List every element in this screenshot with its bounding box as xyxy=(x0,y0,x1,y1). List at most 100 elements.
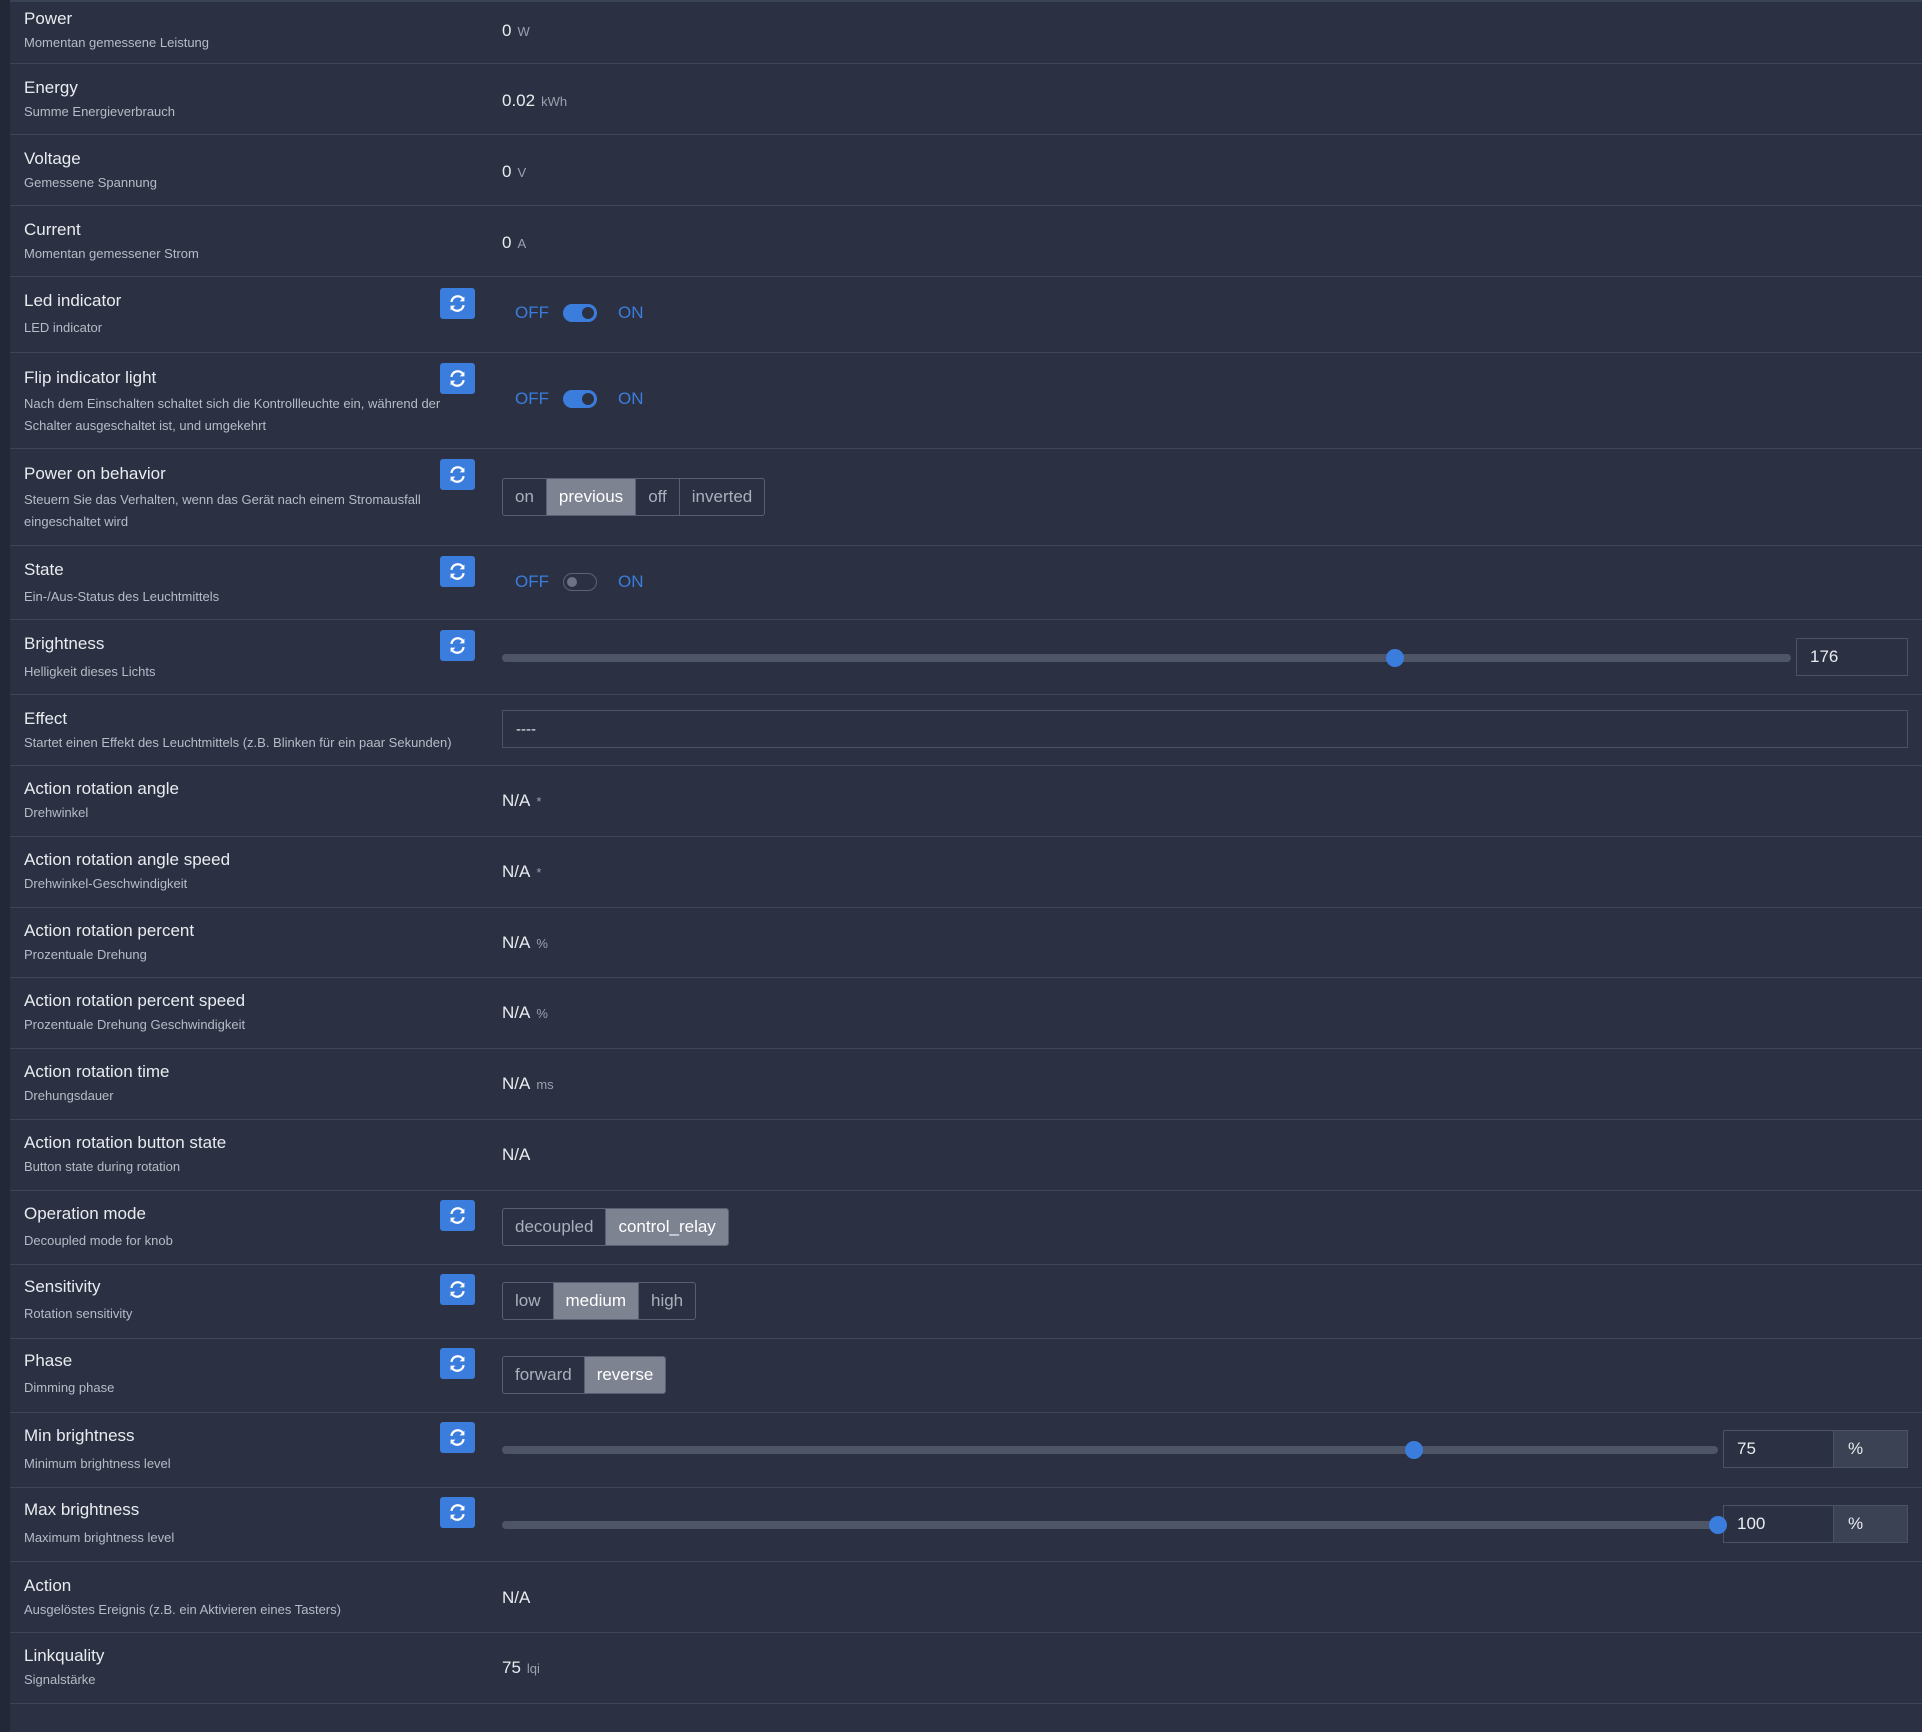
refresh-icon xyxy=(450,1281,465,1298)
refresh-icon xyxy=(450,370,465,387)
row-min-brightness: Min brightness Minimum brightness level … xyxy=(10,1413,1922,1488)
min-brightness-title: Min brightness xyxy=(24,1426,135,1445)
option-reverse-button[interactable]: reverse xyxy=(583,1357,666,1393)
min-brightness-desc: Minimum brightness level xyxy=(24,1456,171,1471)
row-power: Power Momentan gemessene Leistung 0 W xyxy=(10,2,1922,64)
option-decoupled-button[interactable]: decoupled xyxy=(515,1217,594,1236)
phase-button-group: forward reverse xyxy=(502,1356,667,1394)
brightness-refresh-button[interactable] xyxy=(440,630,475,661)
action-rotation-angle-title: Action rotation angle xyxy=(24,779,179,798)
refresh-icon xyxy=(450,1207,465,1224)
current-unit: A xyxy=(517,235,527,251)
action-rotation-button-state-value: N/A xyxy=(502,1145,531,1164)
row-action-rotation-percent-speed: Action rotation percent speed Prozentual… xyxy=(10,978,1922,1049)
refresh-icon xyxy=(450,637,465,654)
power-value: 0 xyxy=(502,21,512,40)
led-indicator-toggle[interactable]: OFF ON xyxy=(515,303,644,323)
option-previous-button[interactable]: previous xyxy=(545,479,636,515)
option-forward-button[interactable]: forward xyxy=(515,1365,572,1384)
flip-indicator-refresh-button[interactable] xyxy=(440,363,475,394)
power-on-behavior-refresh-button[interactable] xyxy=(440,459,475,490)
operation-mode-refresh-button[interactable] xyxy=(440,1200,475,1231)
row-led-indicator: Led indicator LED indicator OFF ON xyxy=(10,277,1922,353)
toggle-switch[interactable] xyxy=(563,573,597,591)
toggle-off-label[interactable]: OFF xyxy=(515,572,549,591)
effect-select[interactable]: ---- xyxy=(502,710,1908,748)
min-brightness-slider[interactable] xyxy=(502,1430,1718,1468)
state-refresh-button[interactable] xyxy=(440,556,475,587)
toggle-on-label[interactable]: ON xyxy=(618,303,644,322)
exposes-panel: Power Momentan gemessene Leistung 0 W En… xyxy=(10,0,1922,1732)
max-brightness-slider[interactable] xyxy=(502,1505,1727,1543)
slider-track[interactable] xyxy=(502,1446,1718,1454)
brightness-title: Brightness xyxy=(24,634,105,653)
min-brightness-number-input[interactable]: 75 xyxy=(1723,1430,1834,1468)
action-rotation-angle-speed-unit: * xyxy=(536,864,542,880)
power-desc: Momentan gemessene Leistung xyxy=(24,35,210,50)
row-action-rotation-angle-speed: Action rotation angle speed Drehwinkel-G… xyxy=(10,837,1922,908)
row-phase: Phase Dimming phase forward reverse xyxy=(10,1339,1922,1413)
max-brightness-refresh-button[interactable] xyxy=(440,1497,475,1528)
slider-thumb[interactable] xyxy=(1709,1516,1727,1534)
option-low-button[interactable]: low xyxy=(515,1291,541,1310)
action-rotation-time-desc: Drehungsdauer xyxy=(24,1088,114,1103)
option-on-button[interactable]: on xyxy=(515,487,534,506)
sensitivity-desc: Rotation sensitivity xyxy=(24,1306,133,1321)
slider-thumb[interactable] xyxy=(1405,1441,1423,1459)
brightness-slider[interactable] xyxy=(502,638,1791,676)
sensitivity-refresh-button[interactable] xyxy=(440,1274,475,1305)
led-indicator-desc: LED indicator xyxy=(24,320,103,335)
option-high-button[interactable]: high xyxy=(637,1283,695,1319)
sensitivity-title: Sensitivity xyxy=(24,1277,101,1296)
action-rotation-percent-value: N/A xyxy=(502,933,531,952)
state-title: State xyxy=(24,560,64,579)
action-rotation-time-value: N/A xyxy=(502,1074,531,1093)
row-action: Action Ausgelöstes Ereignis (z.B. ein Ak… xyxy=(10,1562,1922,1633)
operation-mode-title: Operation mode xyxy=(24,1204,146,1223)
option-inverted-button[interactable]: inverted xyxy=(678,479,764,515)
slider-thumb[interactable] xyxy=(1386,649,1405,667)
action-rotation-angle-value: N/A xyxy=(502,791,531,810)
max-brightness-number-input[interactable]: 100 xyxy=(1723,1505,1834,1543)
action-rotation-time-unit: ms xyxy=(536,1076,554,1092)
toggle-on-label[interactable]: ON xyxy=(618,389,644,408)
toggle-switch[interactable] xyxy=(563,390,597,408)
action-rotation-percent-title: Action rotation percent xyxy=(24,921,195,940)
brightness-desc: Helligkeit dieses Lichts xyxy=(24,664,156,679)
slider-track[interactable] xyxy=(502,654,1791,662)
toggle-off-label[interactable]: OFF xyxy=(515,389,549,408)
linkquality-unit: lqi xyxy=(526,1660,540,1676)
refresh-icon xyxy=(450,466,465,483)
linkquality-value: 75 xyxy=(502,1658,521,1677)
energy-unit: kWh xyxy=(541,93,568,109)
state-toggle[interactable]: OFF ON xyxy=(515,572,644,592)
row-action-rotation-percent: Action rotation percent Prozentuale Dreh… xyxy=(10,908,1922,978)
phase-refresh-button[interactable] xyxy=(440,1348,475,1379)
refresh-icon xyxy=(450,1504,465,1521)
option-medium-button[interactable]: medium xyxy=(552,1283,638,1319)
row-action-rotation-button-state: Action rotation button state Button stat… xyxy=(10,1120,1922,1191)
row-current: Current Momentan gemessener Strom 0 A xyxy=(10,206,1922,277)
row-sensitivity: Sensitivity Rotation sensitivity low med… xyxy=(10,1265,1922,1339)
toggle-switch[interactable] xyxy=(563,304,597,322)
flip-indicator-toggle[interactable]: OFF ON xyxy=(515,389,644,409)
action-rotation-percent-speed-title: Action rotation percent speed xyxy=(24,991,246,1010)
row-energy: Energy Summe Energieverbrauch 0.02 kWh xyxy=(10,64,1922,135)
min-brightness-refresh-button[interactable] xyxy=(440,1422,475,1453)
option-control-relay-button[interactable]: control_relay xyxy=(605,1209,728,1245)
action-value: N/A xyxy=(502,1588,531,1607)
option-off-button[interactable]: off xyxy=(635,479,679,515)
voltage-unit: V xyxy=(517,164,527,180)
brightness-number-input[interactable]: 176 xyxy=(1796,638,1908,676)
toggle-on-label[interactable]: ON xyxy=(618,572,644,591)
action-rotation-percent-speed-unit: % xyxy=(536,1005,548,1021)
toggle-off-label[interactable]: OFF xyxy=(515,303,549,322)
refresh-icon xyxy=(450,563,465,580)
action-rotation-angle-speed-desc: Drehwinkel-Geschwindigkeit xyxy=(24,876,188,891)
action-rotation-button-state-title: Action rotation button state xyxy=(24,1133,227,1152)
energy-value: 0.02 xyxy=(502,91,536,110)
linkquality-desc: Signalstärke xyxy=(24,1672,96,1687)
power-unit: W xyxy=(517,23,530,39)
slider-track[interactable] xyxy=(502,1521,1718,1529)
led-indicator-refresh-button[interactable] xyxy=(440,288,475,319)
